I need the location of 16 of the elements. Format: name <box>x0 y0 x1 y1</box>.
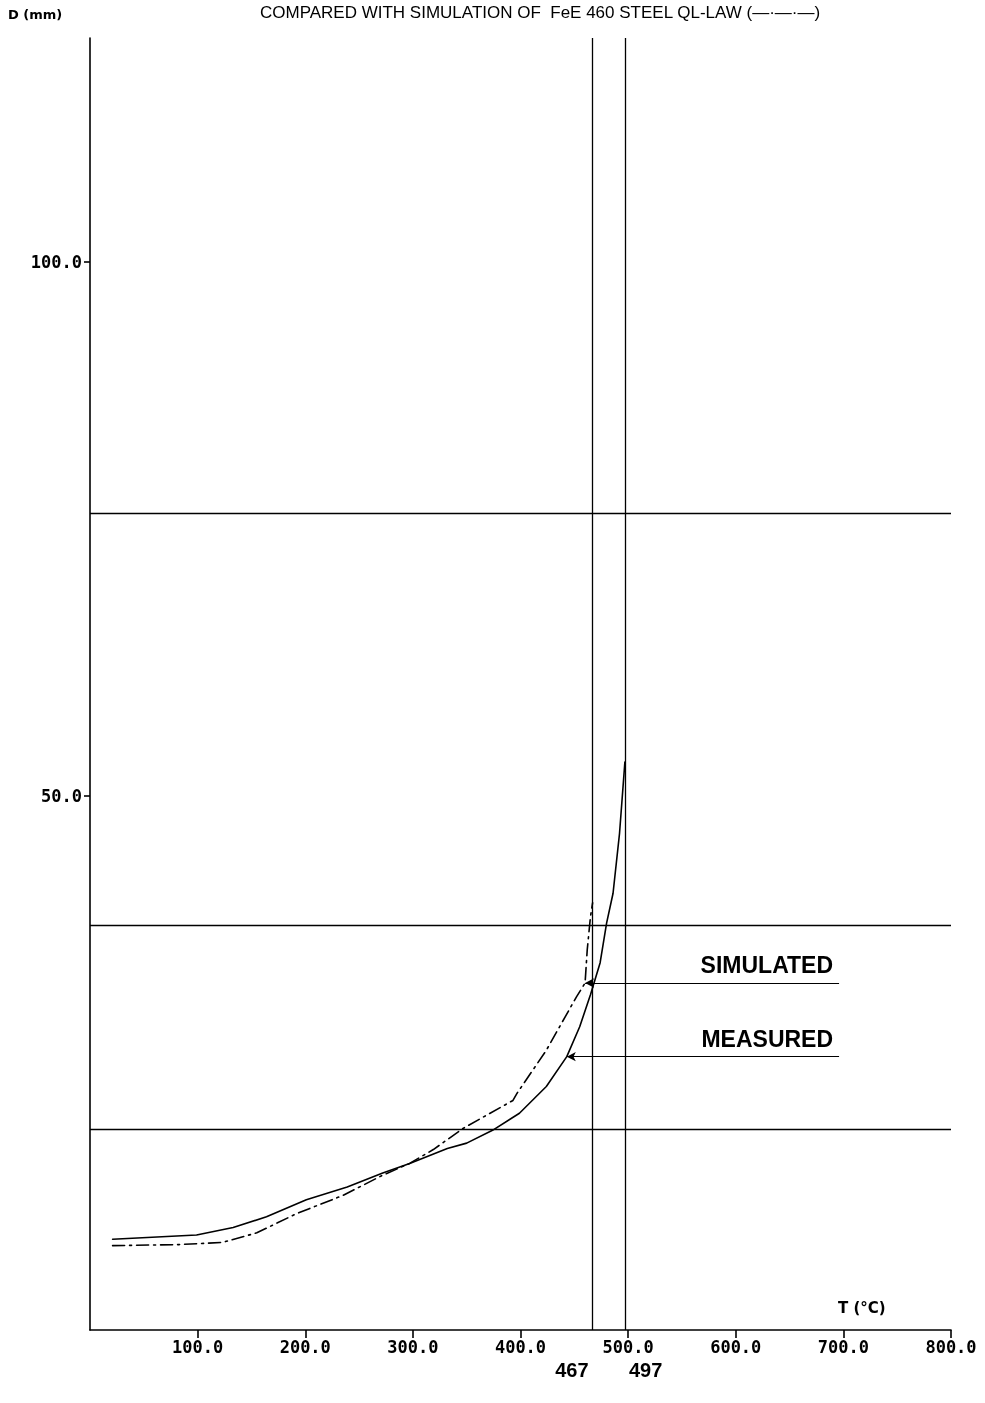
x-tick-label: 200.0 <box>279 1336 331 1357</box>
text: SIMULATED <box>700 952 834 979</box>
y-tick-label: 50.0 <box>41 786 82 807</box>
ref-line-label: 497 <box>628 1359 663 1381</box>
text: MEASURED <box>701 1026 834 1053</box>
chart-title: COMPARED WITH SIMULATION OF FeE 460 STEEL QL-LAW (—·—·—) <box>260 3 821 22</box>
x-tick-label: 600.0 <box>710 1336 762 1357</box>
x-tick-label: 800.0 <box>925 1336 977 1357</box>
x-tick-label: 100.0 <box>172 1336 224 1357</box>
x-tick-label: 300.0 <box>387 1336 439 1357</box>
x-tick-label: 500.0 <box>602 1336 654 1357</box>
ref-line-label: 467 <box>555 1359 589 1381</box>
x-tick-label: 400.0 <box>494 1336 547 1357</box>
y-axis-title: D (mm) <box>8 7 63 22</box>
x-tick-label: 700.0 <box>817 1336 869 1357</box>
x-axis-title: T (°C) <box>838 1298 886 1317</box>
